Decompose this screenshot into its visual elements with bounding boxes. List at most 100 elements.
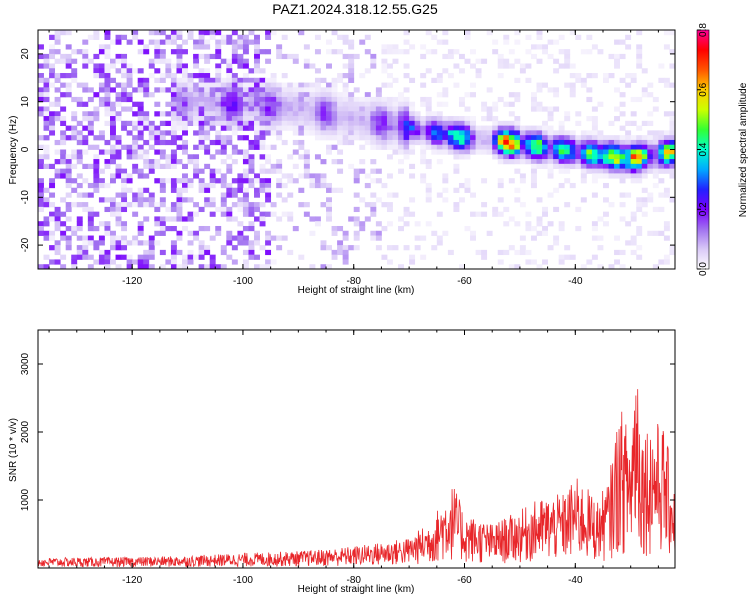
heatmap-cell (110, 77, 116, 83)
heatmap-cell (287, 106, 294, 112)
heatmap-cell (575, 159, 582, 165)
heatmap-cell (580, 130, 587, 136)
heatmap-cell (359, 101, 366, 107)
heatmap-cell (530, 135, 537, 141)
heatmap-cell (65, 235, 72, 241)
heatmap-cell (187, 259, 194, 265)
heatmap-cell (530, 144, 537, 150)
heatmap-cell (242, 44, 249, 50)
heatmap-cell (364, 120, 371, 126)
heatmap-cell (586, 49, 593, 55)
heatmap-cell (481, 202, 488, 208)
heatmap-cell (259, 144, 266, 150)
heatmap-cell (508, 154, 515, 160)
heatmap-cell (193, 230, 200, 236)
heatmap-cell (65, 206, 72, 213)
colorbar-tick-label: 0.4 (698, 142, 709, 156)
heatmap-cell (669, 139, 676, 146)
heatmap-cell (193, 254, 200, 260)
heatmap-cell (165, 130, 172, 136)
heatmap-cell (115, 135, 122, 141)
heatmap-cell (320, 111, 327, 117)
heatmap-cell (486, 111, 493, 117)
heatmap-cell (198, 139, 205, 146)
heatmap-cell (326, 63, 332, 69)
heatmap-cell (259, 49, 266, 55)
heatmap-cell (198, 34, 205, 40)
heatmap-cell (209, 259, 216, 265)
heatmap-cell (564, 202, 571, 208)
heatmap-cell (287, 92, 294, 98)
heatmap-cell (630, 168, 637, 174)
x-tick-label: -40 (568, 276, 583, 287)
heatmap-cell (569, 182, 576, 189)
heatmap-cell (630, 154, 637, 160)
heatmap-cell (386, 259, 393, 265)
heatmap-cell (43, 135, 50, 141)
heatmap-cell (348, 96, 355, 103)
heatmap-cell (575, 206, 582, 213)
heatmap-cell (658, 178, 665, 184)
heatmap-cell (204, 264, 211, 270)
heatmap-cell (137, 120, 144, 126)
heatmap-cell (143, 173, 150, 179)
heatmap-cell (614, 39, 621, 45)
heatmap-cell (464, 125, 471, 131)
heatmap-cell (65, 53, 72, 60)
heatmap-cell (298, 120, 305, 126)
heatmap-cell (342, 245, 349, 251)
heatmap-cell (43, 197, 50, 203)
heatmap-cell (331, 144, 338, 150)
heatmap-cell (132, 163, 139, 170)
heatmap-cell (547, 173, 554, 179)
heatmap-cell (215, 77, 222, 83)
heatmap-cell (176, 106, 183, 112)
heatmap-cell (121, 235, 128, 241)
heatmap-cell (497, 144, 504, 150)
heatmap-cell (154, 68, 161, 74)
heatmap-cell (126, 68, 133, 74)
heatmap-cell (536, 264, 543, 270)
heatmap-cell (49, 216, 56, 222)
heatmap-cell (536, 149, 543, 155)
heatmap-cell (248, 159, 255, 165)
heatmap-cell (170, 159, 177, 165)
heatmap-cell (259, 77, 266, 83)
heatmap-cell (71, 111, 78, 117)
heatmap-cell (115, 139, 122, 146)
heatmap-cell (359, 225, 366, 232)
heatmap-cell (525, 211, 532, 217)
heatmap-cell (76, 139, 83, 146)
heatmap-cell (54, 58, 61, 64)
heatmap-cell (259, 139, 266, 146)
heatmap-cell (198, 106, 205, 112)
heatmap-cell (126, 259, 133, 265)
heatmap-cell (314, 92, 321, 98)
heatmap-cell (591, 139, 598, 146)
heatmap-cell (93, 63, 100, 69)
heatmap-cell (475, 135, 482, 141)
heatmap-cell (392, 106, 399, 112)
heatmap-cell (458, 125, 465, 131)
heatmap-cell (580, 135, 587, 141)
heatmap-cell (442, 101, 449, 107)
heatmap-cell (503, 125, 510, 131)
snr-series-line (37, 389, 676, 568)
heatmap-cell (154, 111, 161, 117)
heatmap-cell (364, 106, 371, 112)
heatmap-cell (569, 159, 576, 165)
heatmap-cell (254, 264, 260, 270)
heatmap-cell (398, 168, 404, 174)
heatmap-cell (254, 68, 260, 74)
heatmap-cell (348, 73, 355, 79)
heatmap-cell (259, 116, 266, 122)
heatmap-cell (182, 139, 188, 146)
heatmap-cell (625, 168, 632, 174)
heatmap-cell (231, 245, 238, 251)
heatmap-cell (176, 34, 183, 40)
heatmap-cell (220, 58, 227, 64)
heatmap-cell (82, 39, 89, 45)
heatmap-cell (420, 130, 427, 136)
heatmap-cell (93, 53, 100, 60)
